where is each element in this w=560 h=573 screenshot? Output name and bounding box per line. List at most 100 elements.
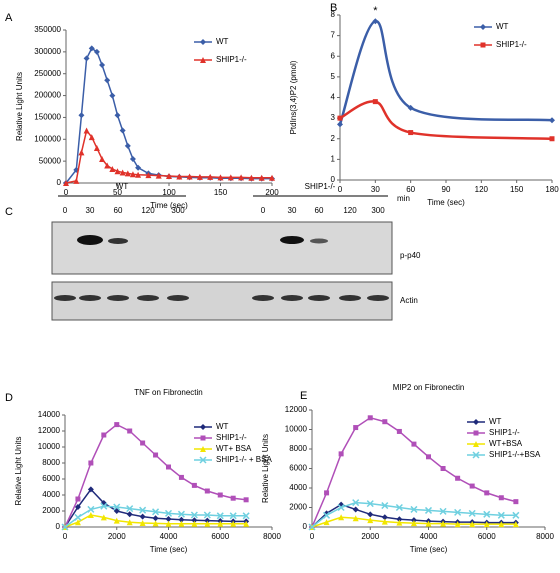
marker [104,77,111,84]
marker [166,464,171,470]
y-tick-label: 5 [331,72,336,81]
y-tick-label: 12000 [285,405,308,414]
marker [323,519,330,526]
y-tick-label: 8000 [289,444,307,453]
marker [191,520,198,527]
marker [152,520,159,527]
marker [186,173,193,180]
marker [440,520,447,527]
marker [178,520,185,527]
y-tick-label: 0 [57,178,62,187]
marker [352,499,360,507]
marker [396,519,403,526]
x-tick-label: 6000 [478,532,496,541]
marker [74,504,81,510]
x-tick-label: 0 [64,188,69,197]
marker [337,121,343,128]
marker [426,454,431,460]
marker [164,509,173,517]
marker [135,171,142,178]
legend-label: WT+ BSA [216,444,252,453]
marker [411,441,417,447]
x-tick-label: 0 [63,532,68,541]
marker [200,446,206,452]
y-tick-label: 200000 [34,91,61,100]
x-tick-label: 8000 [263,532,281,541]
lane-label: 300 [171,206,185,215]
marker [78,112,85,119]
marker [243,520,250,527]
lane-label: 0 [63,206,68,215]
marker [87,512,94,518]
marker [204,517,211,524]
x-tick-label: 0 [338,185,343,194]
blot-membrane [51,221,393,275]
row-label: Actin [400,296,418,305]
marker [425,520,432,527]
marker [483,510,491,518]
marker [248,174,255,181]
x-tick-label: 4000 [420,532,438,541]
x-tick-label: 30 [371,185,380,194]
x-tick-label: 0 [310,532,315,541]
y-axis-title: Relative Light Units [15,72,24,141]
marker [126,505,134,513]
marker [83,55,90,62]
legend-label: WT [496,22,509,31]
x-tick-label: 180 [545,185,559,194]
lane-label: 60 [315,206,324,215]
marker [83,127,90,134]
marker [229,512,237,520]
marker [480,42,486,48]
y-tick-label: 4000 [42,490,60,499]
band [108,238,128,244]
blot [51,195,393,321]
y-tick-label: 6 [331,51,336,60]
marker [73,177,80,184]
actin-bands [54,295,389,301]
marker [367,511,374,518]
panel-label: B [330,2,337,14]
legend-label: SHIP1-/- + BSA [216,455,272,464]
y-tick-label: 2000 [289,503,307,512]
marker [113,503,121,511]
group-label: SHIP1-/- [305,182,336,191]
marker [549,117,555,124]
marker [227,174,234,181]
y-tick-label: 300000 [34,47,61,56]
marker [178,474,184,480]
marker [454,508,462,516]
marker [126,519,133,526]
marker [200,39,206,45]
marker [74,519,81,526]
marker [199,456,207,464]
marker [472,451,480,459]
marker [126,511,133,518]
marker [207,173,214,180]
marker [99,155,106,162]
y-tick-label: 3 [331,113,336,122]
x-tick-label: 4000 [160,532,178,541]
marker [152,515,159,522]
lane-label: 300 [371,206,385,215]
marker [139,506,147,514]
marker [217,492,223,498]
group-label: WT [116,182,129,191]
panel-label: A [5,12,13,24]
marker [114,168,121,175]
marker [338,514,345,521]
marker [217,520,224,527]
marker [381,518,388,525]
marker [396,516,403,523]
y-tick-label: 100000 [34,134,61,143]
marker [473,430,479,436]
x-tick-label: 60 [406,185,415,194]
marker [455,475,461,481]
x-tick-label: 200 [265,188,279,197]
marker [114,422,120,428]
x-axis-title: Time (sec) [427,198,465,207]
marker [104,162,111,169]
y-tick-label: 8 [331,10,336,19]
